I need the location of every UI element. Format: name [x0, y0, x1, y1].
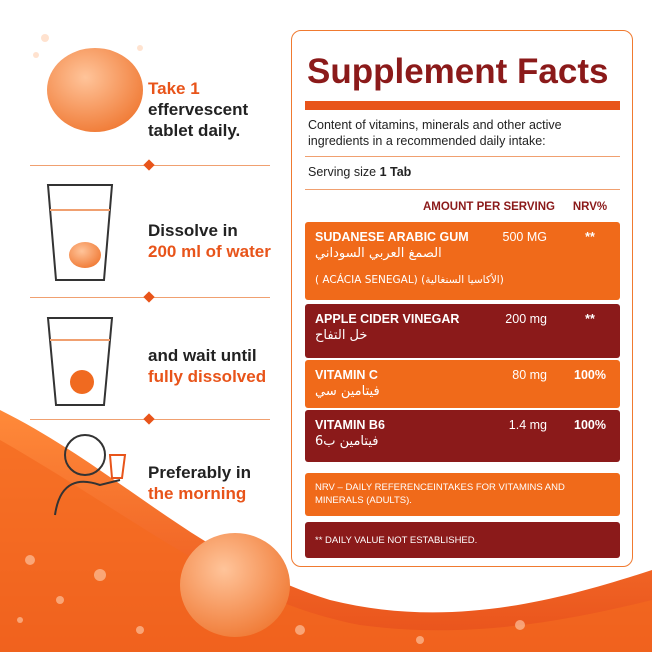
row-nrv: 100% — [574, 418, 606, 432]
row-name: VITAMIN B6 — [315, 418, 385, 432]
tablet-icon — [69, 242, 101, 268]
step-text: Take 1 effervescent tablet daily. — [148, 78, 248, 141]
step-line: tablet daily. — [148, 121, 241, 140]
person-icon — [54, 434, 127, 516]
row-arabic: خل التفاح — [315, 328, 368, 343]
row-extra: ( ACÁCIA SENEGAL) (الأكاسيا السنغالية) — [315, 274, 504, 286]
step-text: Dissolve in 200 ml of water — [148, 220, 271, 262]
glass-icon — [46, 184, 114, 281]
step-text: and wait until fully dissolved — [148, 345, 266, 387]
facts-row: APPLE CIDER VINEGAR خل التفاح 200 mg ** — [305, 304, 620, 358]
facts-row: SUDANESE ARABIC GUM الصمغ العربي السوداني… — [305, 222, 620, 300]
step-text: Preferably in the morning — [148, 462, 251, 504]
row-amount: 500 MG — [502, 230, 547, 244]
note: ** DAILY VALUE NOT ESTABLISHED. — [305, 522, 620, 558]
step-line: the morning — [148, 484, 247, 503]
serving-value: 1 Tab — [379, 165, 412, 179]
facts-row: VITAMIN C فيتامين سي 80 mg 100% — [305, 360, 620, 408]
step-line: 200 ml of water — [148, 242, 271, 261]
dissolving-icon — [70, 370, 94, 394]
step-line: effervescent — [148, 100, 249, 119]
row-amount: 80 mg — [512, 368, 547, 382]
title-bar — [305, 101, 620, 110]
amount-header: AMOUNT PER SERVING — [422, 201, 555, 213]
divider — [305, 189, 620, 190]
row-arabic: فيتامين سي — [315, 384, 380, 399]
row-name: SUDANESE ARABIC GUM — [315, 230, 469, 244]
row-nrv: 100% — [574, 368, 606, 382]
row-arabic: الصمغ العربي السوداني — [315, 246, 442, 261]
intro-text: Content of vitamins, minerals and other … — [308, 118, 562, 148]
step-line: Preferably in — [148, 463, 251, 482]
serving: Serving size 1 Tab — [308, 165, 411, 179]
note: NRV – DAILY REFERENCEINTAKES FOR VITAMIN… — [305, 473, 620, 516]
step-line: Dissolve in — [148, 221, 238, 240]
bubbles — [17, 34, 525, 644]
row-nrv: ** — [585, 230, 595, 244]
facts-row: VITAMIN B6 فيتامين ب6 1.4 mg 100% — [305, 410, 620, 462]
serving-label: Serving size — [308, 165, 377, 179]
divider — [305, 156, 620, 157]
wave — [0, 440, 652, 652]
row-amount: 1.4 mg — [508, 418, 547, 432]
row-arabic: فيتامين ب6 — [315, 434, 379, 449]
facts-title: Supplement Facts — [307, 52, 609, 91]
row-name: VITAMIN C — [315, 368, 378, 382]
step-line: fully dissolved — [148, 367, 267, 386]
tablet-image — [180, 533, 290, 637]
glass-icon — [46, 317, 114, 406]
tablet-icon — [47, 48, 143, 132]
step-line: Take 1 — [148, 79, 200, 98]
row-amount: 200 mg — [505, 312, 547, 326]
step-line: and wait until — [148, 346, 257, 365]
row-name: APPLE CIDER VINEGAR — [315, 312, 460, 326]
nrv-header: NRV% — [572, 201, 608, 213]
row-nrv: ** — [585, 312, 595, 326]
